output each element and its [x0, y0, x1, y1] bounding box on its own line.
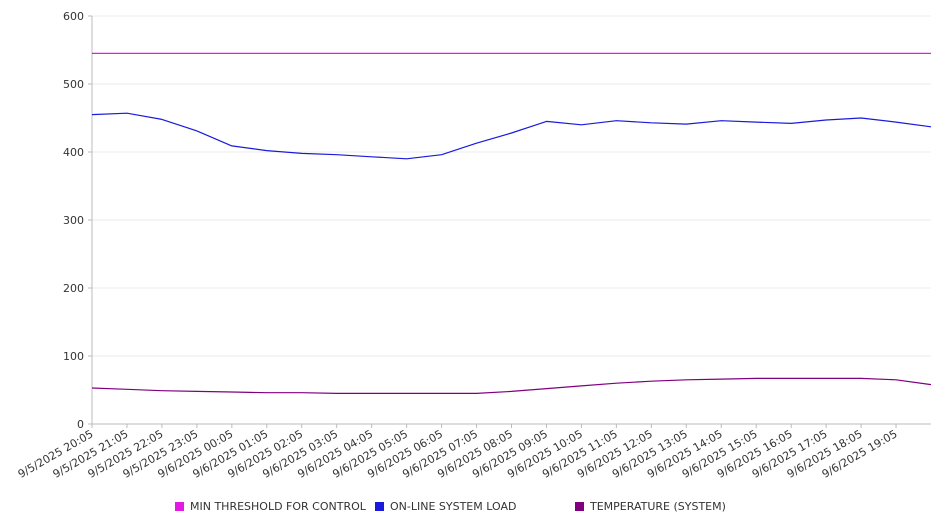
- legend-swatch: [575, 501, 584, 511]
- legend-label: MIN THRESHOLD FOR CONTROL: [190, 499, 366, 513]
- legend-item-min-threshold: MIN THRESHOLD FOR CONTROL: [175, 499, 366, 513]
- axes: [88, 15, 931, 428]
- series-lines: [91, 52, 932, 394]
- x-axis-tick-labels: 9/5/2025 20:059/5/2025 21:059/5/2025 22:…: [16, 427, 900, 481]
- gridlines: [92, 15, 931, 357]
- y-tick-label: 100: [63, 350, 84, 363]
- y-tick-label: 300: [63, 214, 84, 227]
- y-tick-label: 0: [77, 418, 84, 431]
- legend-swatch: [175, 501, 184, 511]
- y-tick-label: 600: [63, 10, 84, 23]
- legend-label: ON-LINE SYSTEM LOAD: [390, 499, 517, 513]
- legend-swatch: [375, 501, 384, 511]
- y-tick-label: 400: [63, 146, 84, 159]
- legend-item-online-system-load: ON-LINE SYSTEM LOAD: [375, 499, 516, 513]
- legend-item-temperature-system: TEMPERATURE (SYSTEM): [575, 499, 726, 513]
- y-tick-label: 200: [63, 282, 84, 295]
- legend-label: TEMPERATURE (SYSTEM): [590, 499, 726, 513]
- series-line-2: [91, 377, 932, 394]
- series-line-1: [91, 112, 932, 160]
- y-axis-tick-labels: 0 100 200 300 400 500 600: [63, 10, 84, 431]
- y-tick-label: 500: [63, 78, 84, 91]
